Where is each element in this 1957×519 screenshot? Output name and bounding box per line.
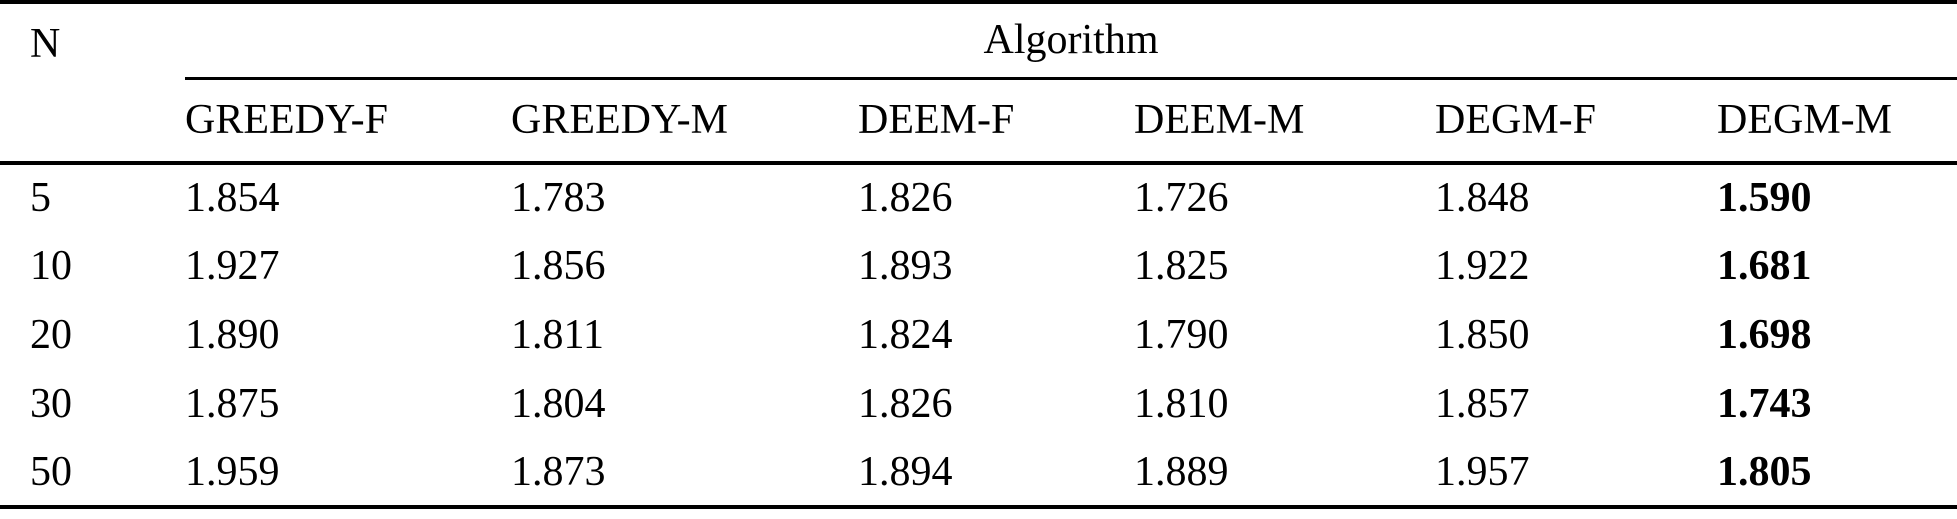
cell-degm-m: 1.743 xyxy=(1717,380,1812,427)
group-header-algorithm: Algorithm xyxy=(185,2,1957,80)
row-label-n: 20 xyxy=(30,311,72,358)
column-header-greedy-m: GREEDY-M xyxy=(511,78,858,165)
cell-degm-f: 1.848 xyxy=(1435,175,1530,222)
row-label-n: 50 xyxy=(30,448,72,495)
cell-degm-f: 1.857 xyxy=(1435,380,1530,427)
cell-degm-f: 1.957 xyxy=(1435,448,1530,495)
table-row-n20: 20 1.890 1.811 1.824 1.790 1.850 1.698 xyxy=(0,301,1957,370)
cell-greedy-m: 1.873 xyxy=(511,448,606,495)
cell-greedy-f: 1.890 xyxy=(185,311,280,358)
cell-degm-m: 1.590 xyxy=(1717,175,1812,222)
group-header-row: N Algorithm xyxy=(0,2,1957,165)
row-label-n: 5 xyxy=(30,175,51,222)
cell-greedy-f: 1.854 xyxy=(185,175,280,222)
cell-deem-f: 1.826 xyxy=(858,175,953,222)
table-row-n5: 5 1.854 1.783 1.826 1.726 1.848 1.590 xyxy=(0,163,1957,232)
cell-greedy-m: 1.783 xyxy=(511,175,606,222)
cell-greedy-f: 1.959 xyxy=(185,448,280,495)
cell-deem-f: 1.893 xyxy=(858,243,953,290)
column-header-row: GREEDY-F GREEDY-M DEEM-F DEEM-M DEGM-F D… xyxy=(0,78,1957,165)
cell-deem-f: 1.824 xyxy=(858,311,953,358)
table-row-n10: 10 1.927 1.856 1.893 1.825 1.922 1.681 xyxy=(0,232,1957,301)
column-header-deem-f: DEEM-F xyxy=(858,78,1134,165)
cell-greedy-f: 1.875 xyxy=(185,380,280,427)
cell-degm-m: 1.805 xyxy=(1717,448,1812,495)
column-header-n: N xyxy=(0,2,185,165)
cell-greedy-m: 1.811 xyxy=(511,311,604,358)
table-row-n50: 50 1.959 1.873 1.894 1.889 1.957 1.805 xyxy=(0,438,1957,507)
row-label-n: 30 xyxy=(30,380,72,427)
cell-deem-f: 1.826 xyxy=(858,380,953,427)
cell-deem-m: 1.825 xyxy=(1134,243,1229,290)
cell-greedy-m: 1.804 xyxy=(511,380,606,427)
cell-degm-f: 1.922 xyxy=(1435,243,1530,290)
table-row-n30: 30 1.875 1.804 1.826 1.810 1.857 1.743 xyxy=(0,369,1957,438)
cell-deem-f: 1.894 xyxy=(858,448,953,495)
cell-degm-f: 1.850 xyxy=(1435,311,1530,358)
cell-greedy-f: 1.927 xyxy=(185,243,280,290)
row-label-n: 10 xyxy=(30,243,72,290)
column-header-greedy-f: GREEDY-F xyxy=(185,78,511,165)
cell-degm-m: 1.698 xyxy=(1717,311,1812,358)
column-header-degm-f: DEGM-F xyxy=(1435,78,1717,165)
column-header-deem-m: DEEM-M xyxy=(1134,78,1435,165)
column-header-degm-m: DEGM-M xyxy=(1717,78,1957,165)
cell-deem-m: 1.810 xyxy=(1134,380,1229,427)
cell-deem-m: 1.790 xyxy=(1134,311,1229,358)
cell-deem-m: 1.726 xyxy=(1134,175,1229,222)
cell-greedy-m: 1.856 xyxy=(511,243,606,290)
cell-degm-m: 1.681 xyxy=(1717,243,1812,290)
cell-deem-m: 1.889 xyxy=(1134,448,1229,495)
